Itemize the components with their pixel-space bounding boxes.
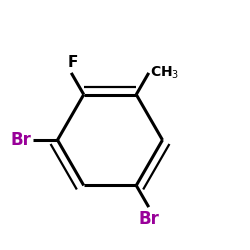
- Text: Br: Br: [138, 210, 159, 228]
- Text: Br: Br: [10, 131, 31, 149]
- Text: CH$_3$: CH$_3$: [150, 65, 179, 81]
- Text: F: F: [67, 56, 78, 70]
